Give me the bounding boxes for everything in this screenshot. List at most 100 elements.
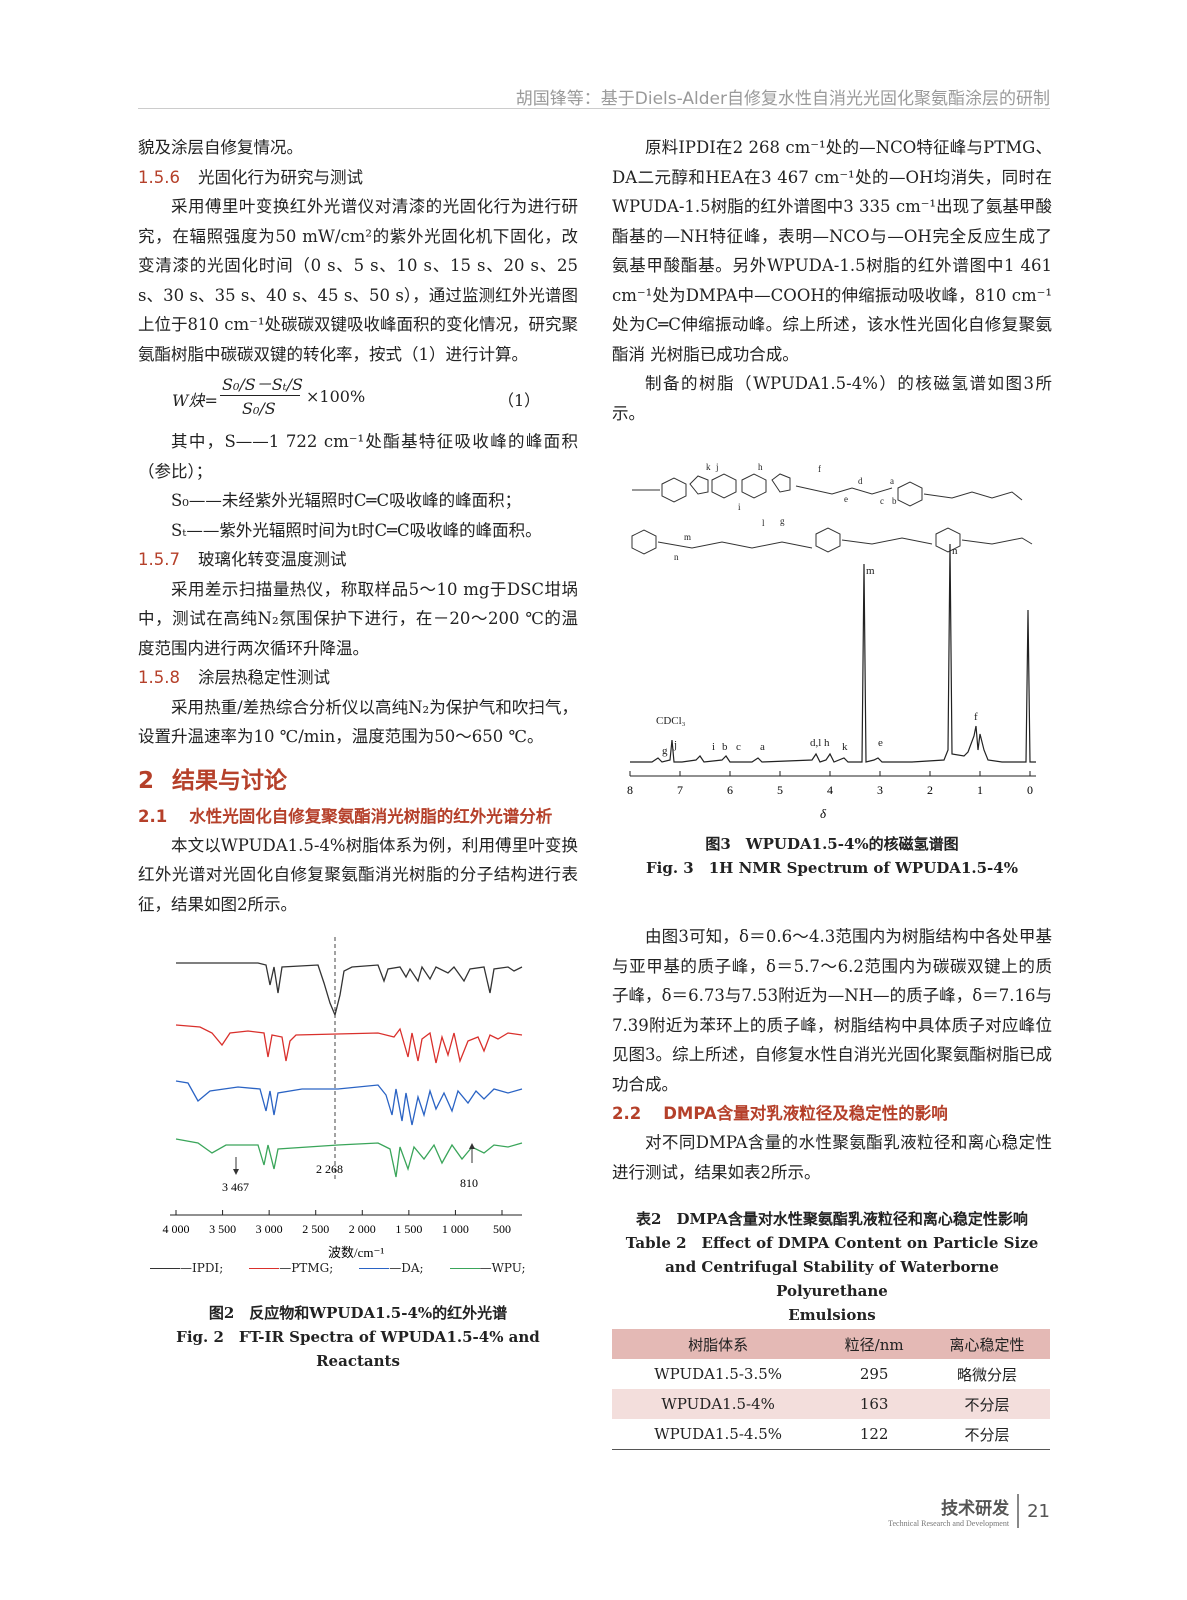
x-tick-label: 3 500: [209, 1222, 236, 1236]
peak-label-g: g: [662, 745, 668, 757]
struct-label-e: e: [844, 494, 848, 504]
peak-label-b: b: [722, 741, 728, 753]
x-tick-label: 7: [677, 783, 683, 797]
legend-wpu: WPU: [491, 1261, 522, 1275]
peak-label-c: c: [736, 741, 741, 753]
struct-label-b: b: [892, 496, 897, 506]
series-ipdi-line: [176, 962, 523, 1018]
table-cell: 122: [824, 1419, 924, 1450]
struct-label-h: h: [758, 462, 763, 472]
section-1-5-7-heading: 1.5.7 玻璃化转变温度测试: [138, 550, 347, 569]
ftir-chart: 3 467 2 268 810 4 000 3 500 3 000 2 500 2 00…: [163, 937, 523, 1260]
legend-ptmg: PTMG: [291, 1261, 330, 1275]
table2-caption-en-3: Emulsions: [788, 1306, 876, 1324]
struct-label-n: n: [674, 552, 679, 562]
legend-ipdi: IPDI: [192, 1261, 220, 1275]
left-column: 貌及涂层自修复情况。 1.5.6 光固化行为研究与测试 采用傅里叶变换红外光谱仪对…: [138, 133, 578, 1373]
header-rule: [138, 108, 1050, 109]
ftir-x-label: 波数/cm⁻¹: [328, 1245, 384, 1260]
nmr-x-label: δ: [820, 806, 827, 821]
section-1-5-8-heading: 1.5.8 涂层热稳定性测试: [138, 668, 330, 687]
paragraph: 貌及涂层自修复情况。: [138, 138, 303, 157]
molecular-structure: [631, 473, 1033, 555]
paragraph: 其中，S——1 722 cm⁻¹处酯基特征吸收峰的峰面积（参比）；: [138, 432, 578, 481]
table2-caption-en-2: and Centrifugal Stability of Waterborne …: [665, 1258, 999, 1300]
x-tick-label: 4 000: [163, 1222, 190, 1236]
struct-label-d: d: [858, 476, 863, 486]
peak-label-n: n: [952, 545, 958, 557]
section-2-1-heading: 2.1 水性光固化自修复聚氨酯消光树脂的红外光谱分析: [138, 806, 553, 826]
table-cell: 163: [824, 1389, 924, 1419]
table-header: 树脂体系: [612, 1329, 825, 1359]
table-2: 树脂体系 粒径/nm 离心稳定性 WPUDA1.5-3.5% 295 略微分层 …: [612, 1329, 1050, 1450]
annotation-810: 810: [460, 1176, 478, 1190]
peak-label-e: e: [878, 737, 883, 749]
paragraph: 采用傅里叶变换红外光谱仪对清漆的光固化行为进行研究，在辐照强度为50 mW/cm…: [138, 197, 578, 364]
page-number: 21: [1027, 1500, 1050, 1522]
table-cell: WPUDA1.5-3.5%: [654, 1365, 783, 1383]
footer-section-en: Technical Research and Development: [888, 1519, 1010, 1528]
nmr-spectrum-line: [630, 543, 1036, 763]
peak-label-dlh: d,l h: [810, 737, 830, 749]
ftir-legend: —IPDI; —PTMG; —DA; —WPU;: [138, 1261, 578, 1275]
struct-label-m: m: [684, 532, 691, 542]
peak-label-cdcl3: CDCl₃: [656, 715, 686, 727]
struct-label-g: g: [780, 516, 785, 526]
x-tick-label: 4: [827, 783, 833, 797]
equation-1: W炔= S₀/S－Sₜ/S S₀/S ×100% （1）: [172, 375, 541, 418]
peak-label-k: k: [842, 741, 848, 753]
peak-label-i: i: [712, 741, 715, 753]
x-tick-label: 3 000: [256, 1222, 283, 1236]
struct-label-l: l: [762, 518, 765, 528]
table-cell: 不分层: [924, 1419, 1050, 1450]
series-wpu-line: [175, 1138, 523, 1178]
x-tick-label: 8: [627, 783, 633, 797]
section-2-heading: 2 结果与讨论: [138, 767, 288, 794]
struct-label-f: f: [818, 464, 821, 474]
struct-label-i: i: [738, 502, 741, 512]
table-header-row: 树脂体系 粒径/nm 离心稳定性: [612, 1329, 1050, 1359]
peak-label-a: a: [760, 741, 765, 753]
annotation-2268: 2 268: [316, 1162, 343, 1176]
table-header: 粒径/nm: [824, 1329, 924, 1359]
nmr-chart: k j h f d a c b e i g l n m CDCl₃ g j i …: [627, 462, 1036, 821]
running-header: 胡国锋等：基于Diels-Alder自修复水性自消光光固化聚氨酯涂层的研制: [515, 89, 1050, 109]
annotation-3467: 3 467: [222, 1180, 249, 1194]
paragraph: 采用热重/差热综合分析仪以高纯N₂为保护气和吹扫气，设置升温速率为10 ℃/mi…: [138, 697, 578, 747]
page-footer: 技术研发 Technical Research and Development …: [830, 1494, 1050, 1528]
series-ptmg-line: [175, 1024, 523, 1064]
paragraph: S₀——未经紫外光辐照时C═C吸收峰的峰面积；: [171, 491, 522, 510]
table-row: WPUDA1.5-4% 163 不分层: [612, 1389, 1050, 1419]
table-row: WPUDA1.5-4.5% 122 不分层: [612, 1419, 1050, 1450]
x-tick-label: 500: [493, 1222, 511, 1236]
legend-da: DA: [401, 1261, 420, 1275]
table-cell: 不分层: [924, 1389, 1050, 1419]
paragraph: 对不同DMPA含量的水性聚氨酯乳液粒径和离心稳定性进行测试，结果如表2所示。: [612, 1133, 1052, 1182]
x-tick-label: 2: [927, 783, 933, 797]
section-2-2-heading: 2.2 DMPA含量对乳液粒径及稳定性的影响: [612, 1104, 948, 1123]
struct-label-a: a: [890, 476, 894, 486]
paragraph: 制备的树脂（WPUDA1.5-4%）的核磁氢谱如图3所示。: [612, 374, 1052, 423]
struct-label-k: k: [706, 462, 711, 472]
paragraph: Sₜ——紫外光辐照时间为t时C═C吸收峰的峰面积。: [171, 520, 542, 540]
paragraph: 原料IPDI在2 268 cm⁻¹处的—NCO特征峰与PTMG、DA二元醇和HE…: [612, 138, 1052, 364]
struct-label-j: j: [715, 462, 719, 472]
peak-label-m: m: [866, 565, 875, 577]
x-tick-label: 3: [877, 783, 883, 797]
peak-label-f: f: [974, 711, 978, 723]
x-tick-label: 0: [1027, 783, 1033, 797]
footer-section: 技术研发: [941, 1499, 1010, 1519]
table2-caption-en-1: Table 2 Effect of DMPA Content on Partic…: [625, 1234, 1039, 1252]
fig3-caption-en: Fig. 3 1H NMR Spectrum of WPUDA1.5-4%: [646, 859, 1018, 877]
peak-label-j: j: [673, 739, 677, 751]
series-da-line: [175, 1080, 523, 1126]
paragraph: 本文以WPUDA1.5-4%树脂体系为例，利用傅里叶变换红外光谱对光固化自修复聚…: [138, 835, 578, 914]
table-cell: 略微分层: [956, 1365, 1017, 1384]
table-cell: WPUDA1.5-4%: [612, 1389, 825, 1419]
ftir-x-ticks: 4 000 3 500 3 000 2 500 2 000 1 500 1 000 500: [163, 1210, 511, 1236]
struct-label-c: c: [880, 496, 884, 506]
fig3-caption-cn: 图3 WPUDA1.5-4%的核磁氢谱图: [705, 835, 959, 853]
paragraph: 由图3可知，δ＝0.6～4.3范围内为树脂结构中各处甲基与亚甲基的质子峰，δ＝5…: [612, 927, 1052, 1094]
section-1-5-6-heading: 1.5.6 光固化行为研究与测试: [138, 167, 363, 187]
table-cell: 295: [859, 1365, 889, 1383]
